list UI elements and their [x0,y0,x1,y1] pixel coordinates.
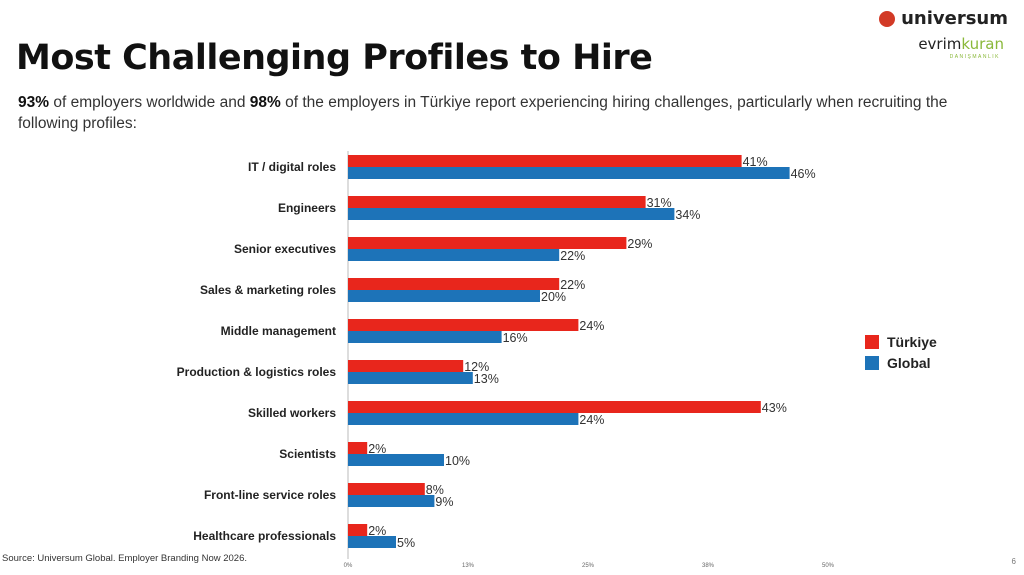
x-tick-label: 50% [822,563,835,569]
data-label: 20% [541,290,566,304]
subtitle-pct-worldwide: 93% [18,94,50,111]
legend-swatch-global [865,356,879,370]
bar-global [348,372,473,384]
data-label: 13% [474,372,499,386]
data-label: 46% [791,167,816,181]
x-tick-label: 0% [344,563,353,569]
x-tick-label: 38% [702,563,715,569]
bar-turkiye [348,196,646,208]
page-subtitle: 93% of employers worldwide and 98% of th… [18,92,958,134]
data-label: 22% [560,249,585,263]
page-number: 6 [1011,557,1016,566]
category-label: Scientists [279,447,336,461]
category-label: Sales & marketing roles [200,283,336,297]
bar-turkiye [348,237,627,249]
legend-label-global: Global [887,355,931,371]
subtitle-text-1: of employers worldwide and [49,94,250,111]
data-label: 16% [503,331,528,345]
partner-logo: evrimkuran [918,35,1004,53]
data-label: 5% [397,536,415,550]
subtitle-text-2: of the employers in Türkiye report exper… [18,94,948,132]
universum-logo: universum [879,8,1008,29]
data-label: 2% [368,524,386,538]
category-label: IT / digital roles [248,160,336,174]
bar-turkiye [348,524,368,536]
partner-logo-text-b: kuran [961,35,1004,53]
partner-logo-subtext: DANIŞMANLIK [949,54,1000,60]
data-label: 24% [579,413,604,427]
bar-turkiye [348,319,579,331]
bar-turkiye [348,401,761,413]
bar-turkiye [348,155,742,167]
bar-turkiye [348,278,560,290]
legend-swatch-turkiye [865,335,879,349]
bar-global [348,413,579,425]
data-label: 8% [426,483,444,497]
data-label: 12% [464,360,489,374]
data-label: 2% [368,442,386,456]
bar-global [348,290,540,302]
bar-turkiye [348,360,464,372]
category-label: Engineers [278,201,336,215]
bar-global [348,536,396,548]
data-label: 22% [560,278,585,292]
chart-legend: Türkiye Global [865,334,937,376]
universum-logo-icon [879,10,896,27]
data-label: 31% [647,196,672,210]
page-title: Most Challenging Profiles to Hire [16,38,653,78]
x-tick-label: 25% [582,563,595,569]
category-label: Production & logistics roles [177,365,337,379]
data-label: 10% [445,454,470,468]
legend-item-global: Global [865,355,937,371]
bar-global [348,167,790,179]
data-label: 41% [743,155,768,169]
bar-global [348,495,435,507]
bar-turkiye [348,483,425,495]
data-label: 29% [627,237,652,251]
category-label: Healthcare professionals [193,529,336,543]
bar-turkiye [348,442,368,454]
bar-global [348,454,444,466]
bar-global [348,208,675,220]
category-label: Senior executives [234,242,336,256]
category-label: Middle management [221,324,336,338]
partner-logo-text-a: evrim [918,35,962,53]
universum-logo-text: universum [901,8,1008,29]
legend-label-turkiye: Türkiye [887,334,937,350]
bar-global [348,249,560,261]
category-label: Front-line service roles [204,488,336,502]
data-label: 24% [579,319,604,333]
legend-item-turkiye: Türkiye [865,334,937,350]
x-tick-label: 13% [462,563,475,569]
data-label: 9% [435,495,453,509]
category-label: Skilled workers [248,406,336,420]
source-note: Source: Universum Global. Employer Brand… [2,553,248,564]
bar-global [348,331,502,343]
data-label: 43% [762,401,787,415]
subtitle-pct-turkiye: 98% [249,94,281,111]
data-label: 34% [675,208,700,222]
